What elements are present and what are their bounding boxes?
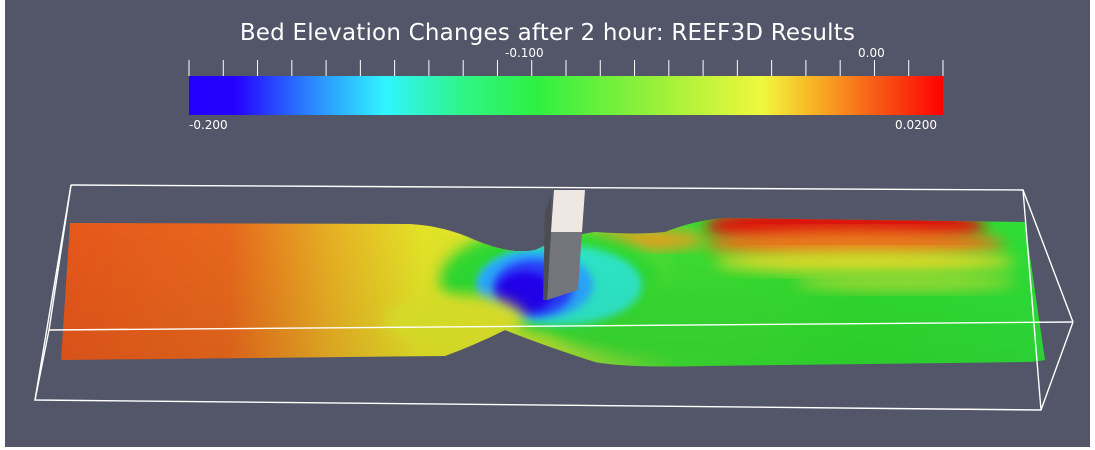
domain-wireframe-front [34, 184, 1074, 411]
scene-canvas [34, 60, 1074, 411]
colorbar-tick-label-mid: -0.100 [505, 46, 544, 60]
plot-title: Bed Elevation Changes after 2 hour: REEF… [239, 20, 856, 46]
colorbar-ticks [188, 60, 944, 76]
colorbar-gradient [189, 76, 943, 115]
colorbar-tick-label-zero: 0.00 [858, 46, 885, 60]
colorbar-min-label: -0.200 [189, 118, 228, 132]
render-viewport: Bed Elevation Changes after 2 hour: REEF… [5, 0, 1090, 447]
bridge-pier [543, 190, 585, 300]
colorbar-max-label: 0.0200 [895, 118, 937, 132]
colorbar [188, 60, 944, 115]
